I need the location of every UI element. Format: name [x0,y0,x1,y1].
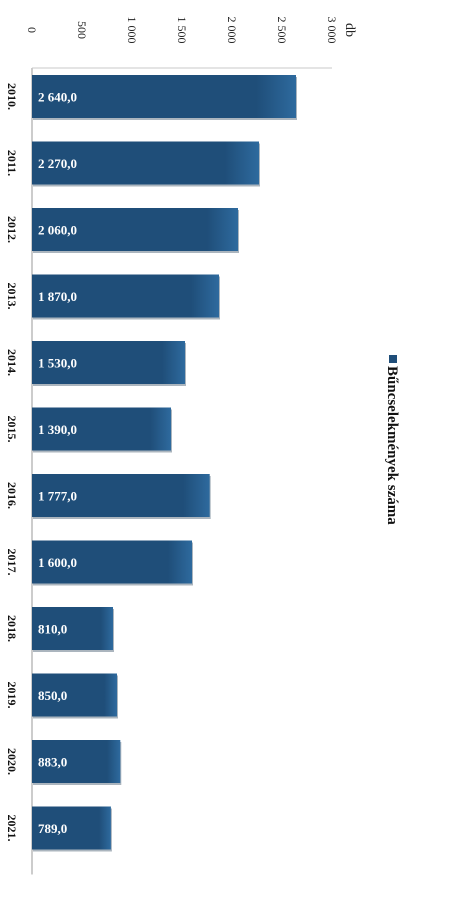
value-tick-label: 2 000 [225,17,239,44]
data-label: 810,0 [38,622,67,637]
data-label: 1 390,0 [38,422,77,437]
category-label: 2019. [5,682,19,709]
data-label: 883,0 [38,755,67,770]
value-tick-label: 1 000 [125,17,139,44]
value-tick-label: 3 000 [325,17,339,44]
category-label: 2017. [5,549,19,576]
value-tick-label: 0 [25,27,39,33]
bar [32,474,210,517]
category-label: 2018. [5,615,19,642]
legend-label: Bűncselekmények száma [384,366,400,525]
category-label: 2012. [5,216,19,243]
bar [32,673,117,717]
bar [32,341,185,384]
data-label: 1 777,0 [38,489,77,504]
data-label: 850,0 [38,688,67,703]
value-unit-label: db [342,23,357,37]
value-tick-label: 1 500 [175,17,189,44]
legend: Bűncselekmények száma [384,355,400,525]
bar [32,740,121,783]
category-label: 2014. [5,349,19,376]
data-label: 2 270,0 [38,156,77,171]
category-label: 2021. [5,815,19,842]
data-label: 1 870,0 [38,289,77,304]
category-label: 2016. [5,482,19,509]
category-label: 2010. [5,83,19,110]
data-label: 1 530,0 [38,356,77,371]
legend-swatch [389,355,397,363]
category-label: 2020. [5,748,19,775]
category-label: 2013. [5,283,19,310]
bar [32,607,113,650]
data-label: 2 060,0 [38,223,77,238]
bar [32,75,296,118]
category-label: 2011. [5,150,19,176]
bar [32,540,192,584]
bar [32,407,171,451]
data-label: 1 600,0 [38,555,77,570]
bar [32,208,238,251]
bar [32,274,219,318]
data-label: 2 640,0 [38,90,77,105]
category-label: 2015. [5,416,19,443]
value-tick-label: 2 500 [275,17,289,44]
data-label: 789,0 [38,821,67,836]
bar [32,141,259,185]
bar [32,806,111,850]
value-tick-label: 500 [75,21,89,39]
